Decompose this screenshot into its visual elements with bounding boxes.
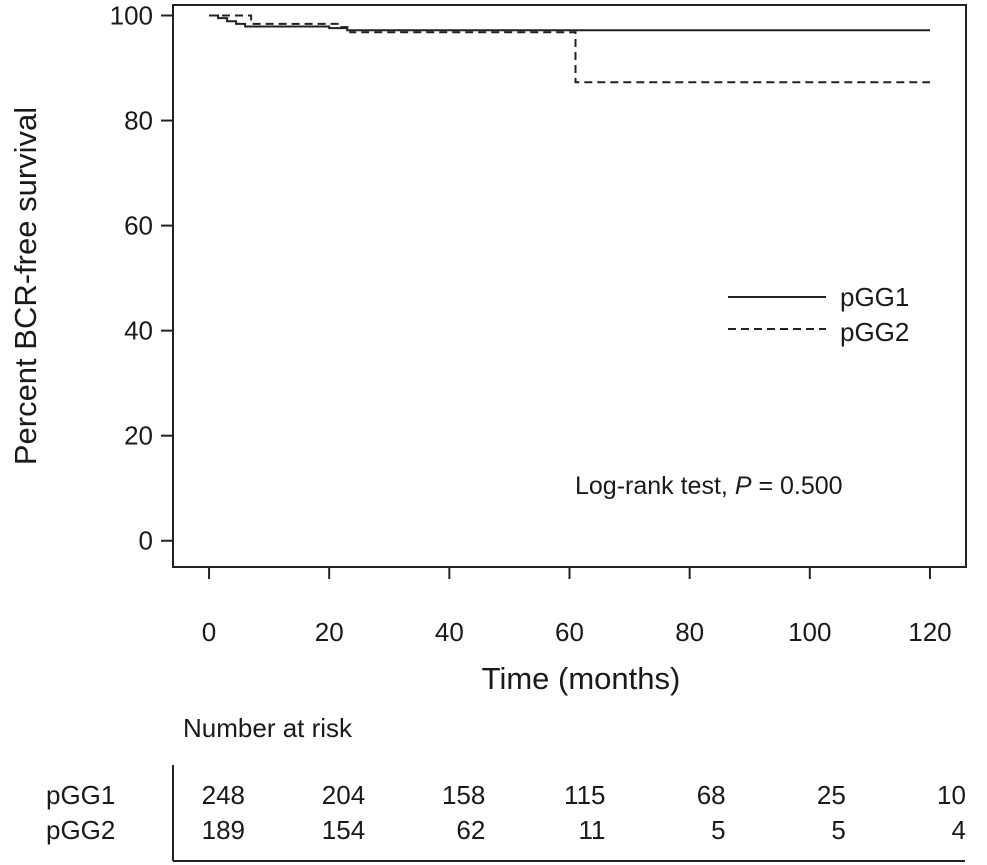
x-tick-label: 0: [202, 617, 216, 647]
risk-value: 5: [711, 815, 725, 845]
annotation-suffix: = 0.500: [752, 472, 843, 500]
risk-row-label-pggtwo: pGG2: [46, 815, 115, 845]
annotation-prefix: Log-rank test,: [575, 472, 735, 500]
risk-value: 158: [442, 780, 485, 810]
risk-value: 4: [951, 815, 965, 845]
risk-value: 10: [937, 780, 966, 810]
risk-row-label-pggone: pGG1: [46, 780, 115, 810]
y-tick-label: 60: [124, 211, 153, 241]
risk-value: 154: [322, 815, 365, 845]
risk-value: 115: [564, 780, 605, 810]
legend-label-pggone: pGG1: [840, 282, 909, 312]
y-tick-label: 0: [139, 526, 153, 556]
y-tick-label: 80: [124, 106, 153, 136]
x-axis-title: Time (months): [482, 661, 681, 696]
series-line-pggone: [209, 14, 930, 32]
series-line-pggtwo: [209, 14, 930, 84]
legend: pGG1 pGG2: [728, 282, 909, 347]
x-tick-label: 60: [555, 617, 584, 647]
x-tick-label: 120: [908, 617, 951, 647]
risk-value: 5: [831, 815, 845, 845]
series-layer: [209, 14, 930, 84]
risk-value: 11: [579, 815, 606, 845]
y-tick-label: 100: [110, 1, 153, 31]
legend-label-pggtwo: pGG2: [840, 317, 909, 347]
risk-table: Number at risk pGG1 pGG2 248 204 158 115 68 2…: [46, 713, 966, 862]
x-axis: 0 20 40 60 80 100 120: [202, 567, 952, 647]
risk-value: 68: [697, 780, 726, 810]
risk-value: 25: [817, 780, 846, 810]
risk-table-title: Number at risk: [183, 713, 353, 743]
y-axis: 0 20 40 60 80 100: [110, 1, 173, 556]
x-tick-label: 40: [435, 617, 464, 647]
y-tick-label: 40: [124, 316, 153, 346]
risk-value: 248: [202, 780, 245, 810]
risk-value: 62: [456, 815, 485, 845]
x-tick-label: 80: [675, 617, 704, 647]
logrank-annotation: Log-rank test, P = 0.500: [575, 472, 843, 500]
risk-value: 189: [202, 815, 245, 845]
risk-value: 204: [322, 780, 365, 810]
y-tick-label: 20: [124, 421, 153, 451]
x-tick-label: 100: [788, 617, 831, 647]
y-axis-title: Percent BCR-free survival: [8, 107, 43, 465]
annotation-p-symbol: P: [735, 472, 752, 500]
x-tick-label: 20: [315, 617, 344, 647]
